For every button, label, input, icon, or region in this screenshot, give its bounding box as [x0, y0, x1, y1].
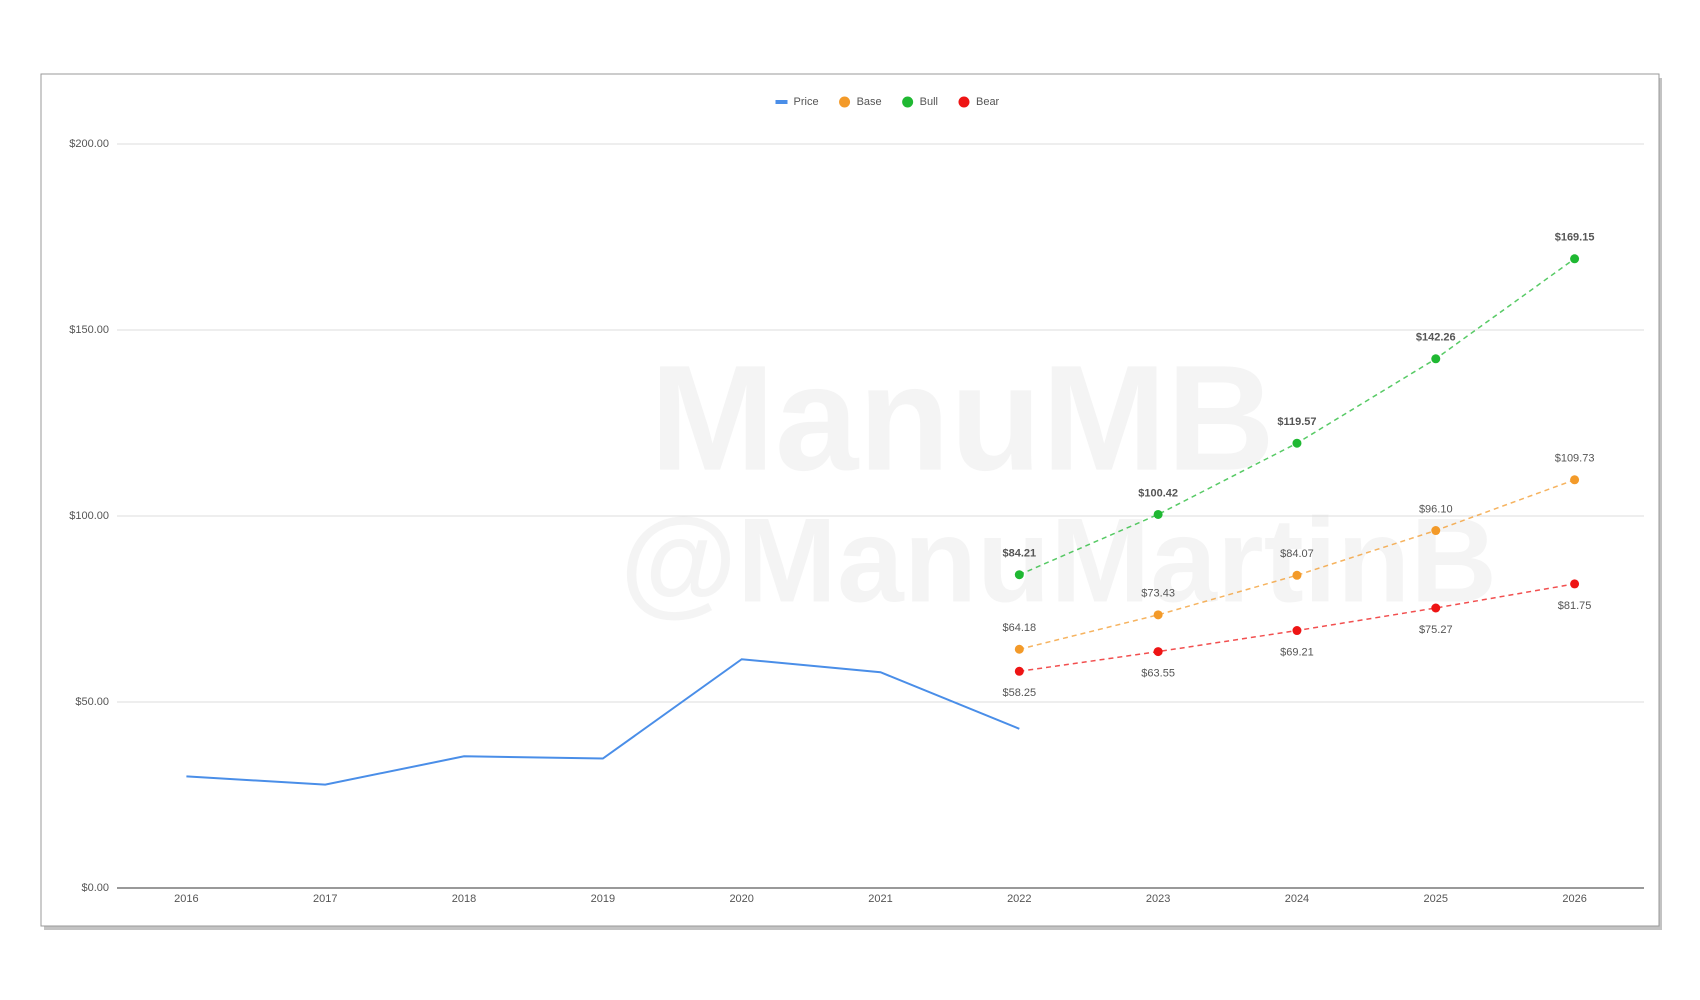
x-tick-label: 2023 [1146, 893, 1170, 905]
data-label: $169.15 [1555, 232, 1595, 244]
data-label: $142.26 [1416, 332, 1456, 344]
point [1014, 570, 1024, 580]
x-tick-label: 2016 [174, 893, 198, 905]
data-label: $75.27 [1419, 624, 1453, 636]
point [1153, 647, 1163, 657]
data-label: $63.55 [1141, 668, 1175, 680]
data-label: $96.10 [1419, 503, 1453, 515]
y-tick-label: $0.00 [81, 882, 109, 894]
data-label: $84.21 [1002, 548, 1036, 560]
legend-label: Bear [976, 96, 1000, 108]
legend-label: Price [794, 96, 819, 108]
watermark: @ManuMartinB [620, 494, 1497, 628]
data-label: $73.43 [1141, 588, 1175, 600]
point [1292, 626, 1302, 636]
point [1153, 610, 1163, 620]
y-tick-label: $100.00 [69, 510, 109, 522]
legend-label: Base [857, 96, 882, 108]
y-tick-label: $200.00 [69, 138, 109, 150]
legend-marker [775, 100, 788, 104]
x-tick-label: 2021 [868, 893, 892, 905]
legend-marker [839, 96, 851, 108]
x-tick-label: 2018 [452, 893, 476, 905]
point [1014, 644, 1024, 654]
point [1014, 666, 1024, 676]
point [1153, 509, 1163, 519]
data-label: $81.75 [1558, 600, 1592, 612]
y-tick-label: $50.00 [75, 696, 109, 708]
point [1431, 526, 1441, 536]
x-tick-label: 2020 [729, 893, 753, 905]
data-label: $58.25 [1002, 687, 1036, 699]
point [1431, 603, 1441, 613]
x-tick-label: 2019 [591, 893, 615, 905]
watermark: ManuMB [650, 334, 1275, 502]
point [1570, 579, 1580, 589]
data-label: $100.42 [1138, 487, 1178, 499]
x-tick-label: 2022 [1007, 893, 1031, 905]
legend-marker [902, 96, 914, 108]
data-label: $64.18 [1002, 622, 1036, 634]
point [1292, 438, 1302, 448]
data-label: $69.21 [1280, 646, 1314, 658]
x-tick-label: 2026 [1562, 893, 1586, 905]
data-label: $119.57 [1277, 416, 1316, 428]
legend-label: Bull [920, 96, 938, 108]
point [1570, 475, 1580, 485]
point [1292, 570, 1302, 580]
point [1570, 254, 1580, 264]
x-tick-label: 2025 [1424, 893, 1448, 905]
point [1431, 354, 1441, 364]
data-label: $84.07 [1280, 548, 1314, 560]
legend-marker [958, 96, 970, 108]
y-tick-label: $150.00 [69, 324, 109, 336]
x-tick-label: 2017 [313, 893, 337, 905]
series-line [186, 658, 1020, 786]
x-tick-label: 2024 [1285, 893, 1309, 905]
data-label: $109.73 [1555, 453, 1595, 465]
